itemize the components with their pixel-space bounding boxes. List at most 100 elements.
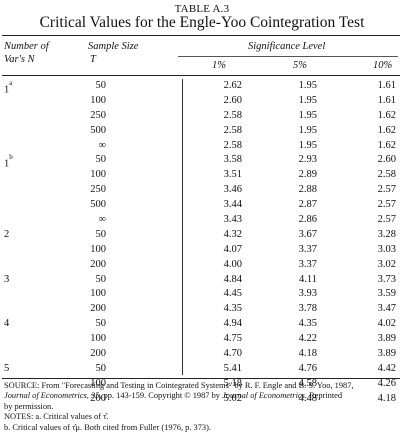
cell-p10: 3.02 [377,258,396,270]
table-row: 250 3.46 2.88 2.57 [0,183,404,198]
cell-sample-size: 100 [90,333,106,345]
cell-p10: 1.61 [377,80,396,91]
table-row: 2 50 4.32 3.67 3.28 [0,228,404,243]
cell-p1: 2.60 [223,94,242,106]
cell-p10: 2.60 [377,154,396,166]
cell-sample-size: 100 [90,243,106,255]
cell-p1: 5.18 [223,377,242,389]
source-line-2: Journal of Econometrics, 35, pp. 143-159… [4,391,343,401]
table-row: 100 4.45 3.93 3.59 [0,287,404,302]
table-row: 500 3.44 2.87 2.57 [0,198,404,213]
cell-sample-size: 100 [90,94,106,106]
cell-p10: 3.28 [377,228,396,240]
cell-p5: 1.95 [298,94,317,106]
cell-sample-size: 50 [95,362,107,374]
table-row: 4 50 4.94 4.35 4.02 [0,317,404,332]
table-row: 100 4.07 3.37 3.03 [0,243,404,258]
cell-n: 2 [4,228,10,240]
top-rule [2,35,400,36]
table-row: 1a 50 2.62 1.95 1.61 [0,79,404,96]
cell-sample-size: 500 [90,124,106,136]
cell-p10: 4.02 [377,318,396,330]
cell-p5: 1.95 [298,109,317,121]
cell-p10: 1.62 [377,139,396,151]
cell-p5: 4.58 [298,377,317,389]
cell-p1: 3.58 [223,154,242,166]
table-notes: SOURCE: From "Forecasting and Testing in… [4,381,400,433]
table-row: 100 4.75 4.22 3.89 [0,332,404,347]
cell-p1: 4.45 [223,288,242,300]
cell-sample-size: 250 [90,184,106,196]
cell-sample-size: 100 [90,377,106,389]
table-row: 100 2.60 1.95 1.61 [0,94,404,109]
cell-sample-size: ∞ [98,214,107,226]
cell-sample-size: 50 [95,80,107,91]
cell-p5: 1.95 [298,139,317,151]
cell-p1: 3.44 [223,199,242,211]
cell-p10: 1.61 [377,94,396,106]
table-title: Critical Values for the Engle-Yoo Cointe… [39,14,365,31]
cell-p10: 2.57 [377,199,396,211]
cell-p10: 3.59 [377,288,396,300]
table-row: 200 4.00 3.37 3.02 [0,258,404,273]
cell-p5: 2.93 [298,154,317,166]
cell-p1: 2.58 [223,139,242,151]
table-row: 100 5.18 4.58 4.26 [0,377,404,392]
cell-p10: 3.89 [377,348,396,360]
cell-p10: 3.03 [377,243,396,255]
table-body: 1a 50 2.62 1.95 1.61 100 2.60 1.95 1.61 250 2.58 1.… [0,79,404,407]
cell-sample-size: 200 [90,258,106,270]
cell-p1: 4.94 [223,318,242,330]
cell-p10: 3.89 [377,333,396,345]
cell-p10: 4.26 [377,377,396,389]
cell-p10: 1.62 [377,109,396,121]
cell-p5: 4.76 [298,362,317,374]
table-row: 200 5.02 4.48 4.18 [0,392,404,407]
cell-p5: 1.95 [298,80,317,91]
cell-p1: 4.00 [223,258,242,270]
note-a: NOTES: a. Critical values of τ̂. [4,412,109,422]
cell-p1: 4.75 [223,333,242,345]
source-line-3: by permission. [4,401,54,411]
cell-p5: 4.22 [298,333,317,345]
col-header-p10: 10% [373,60,393,71]
cell-p10: 4.42 [377,362,396,374]
cell-n-footnote: a [9,79,13,87]
table-row: 100 3.51 2.89 2.58 [0,168,404,183]
cell-p1: 4.32 [223,228,242,240]
cell-p5: 4.48 [298,392,317,404]
cell-sample-size: 250 [90,109,106,121]
table-row: 5 50 5.41 4.76 4.42 [0,362,404,377]
cell-p1: 3.43 [223,214,242,226]
cell-p5: 3.67 [298,228,317,240]
column-divider [182,79,183,375]
cell-p5: 4.35 [298,318,317,330]
table-row: 200 4.35 3.78 3.47 [0,302,404,317]
cell-p5: 2.86 [298,214,317,226]
cell-p1: 2.62 [223,80,242,91]
cell-sample-size: 100 [90,169,106,181]
col-header-p5: 5% [293,60,307,71]
note-b: b. Critical values of τ̂μ. Both cited fr… [4,422,211,432]
cell-sample-size: 100 [90,288,106,300]
cell-n: 5 [4,362,10,374]
cell-p10: 2.58 [377,169,396,181]
cell-sample-size: 50 [95,228,107,240]
header-rule [2,75,400,76]
cell-p5: 2.88 [298,184,317,196]
cell-sample-size: 200 [90,303,106,315]
cell-p1: 2.58 [223,109,242,121]
cell-p1: 2.58 [223,124,242,136]
table-row: 3 50 4.84 4.11 3.73 [0,273,404,288]
cell-p5: 3.37 [298,258,317,270]
cell-sample-size: 50 [95,154,107,166]
cell-p10: 2.57 [377,214,396,226]
significance-rule [178,56,398,57]
cell-p1: 3.51 [223,169,242,181]
cell-p5: 2.89 [298,169,317,181]
cell-p1: 4.35 [223,303,242,315]
col-header-t: Sample Size T [88,41,139,65]
table-row: 1b 50 3.58 2.93 2.60 [0,153,404,170]
cell-n-footnote: b [9,153,13,162]
